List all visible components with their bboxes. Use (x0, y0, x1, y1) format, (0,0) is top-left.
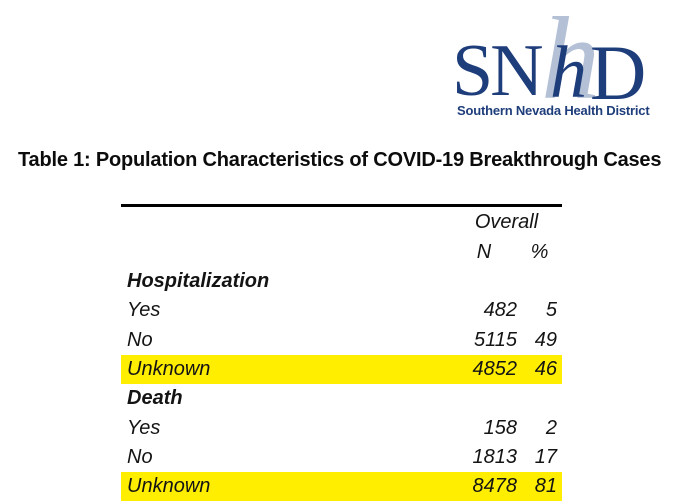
row-label: Unknown (127, 358, 211, 381)
cell-pct: 2 (545, 416, 557, 439)
col-header-n: N (476, 241, 492, 263)
logo-sn-letters: SN (452, 30, 544, 112)
row-label: Unknown (127, 475, 211, 498)
table-row: Hospitalization (121, 267, 562, 296)
cell-pct: 49 (534, 328, 557, 351)
logo-tagline: Southern Nevada Health District (457, 103, 650, 118)
table-row: No 1813 17 (121, 443, 562, 472)
cell-n: 158 (483, 416, 517, 439)
table-header: Overall N % (121, 206, 562, 268)
col-header-pct: % (530, 241, 549, 263)
cell-n: 4852 (472, 358, 518, 381)
table-row: No 5115 49 (121, 326, 562, 355)
table-row: Unknown 4852 46 (121, 354, 562, 385)
cell-pct: 17 (534, 445, 557, 468)
group-header-row: Overall (121, 206, 562, 239)
table-body: Hospitalization Yes 482 5 No 5115 49 Unknown 485… (121, 267, 562, 501)
cell-pct (517, 267, 562, 296)
row-label: No (127, 328, 153, 351)
row-label: Death (127, 387, 183, 410)
cell-pct (517, 384, 562, 413)
cell-pct: 81 (534, 475, 557, 498)
row-label: Hospitalization (127, 270, 270, 293)
row-label: Yes (127, 416, 161, 439)
breakthrough-cases-table: Overall N % Hospitalization Yes 482 5 No 5115… (121, 204, 562, 501)
cell-n: 482 (483, 299, 517, 322)
cell-pct: 5 (545, 299, 557, 322)
row-label: Yes (127, 299, 161, 322)
column-header-row: N % (121, 238, 562, 267)
overall-group-header: Overall (474, 211, 539, 233)
cell-n: 5115 (473, 328, 517, 351)
table-row: Yes 158 2 (121, 413, 562, 442)
snhd-logo: h SN h D Southern Nevada Health District (440, 0, 678, 135)
empty-header-cell (121, 238, 451, 267)
cell-n: 1813 (472, 445, 518, 468)
cell-n (451, 267, 517, 296)
cell-pct: 46 (534, 358, 557, 381)
logo-d-letter: D (590, 29, 647, 116)
cell-n (451, 384, 517, 413)
cell-n: 8478 (472, 475, 518, 498)
empty-header-cell (121, 206, 451, 239)
row-label: No (127, 445, 153, 468)
table-row: Unknown 8478 81 (121, 472, 562, 501)
table-title: Table 1: Population Characteristics of C… (18, 149, 662, 171)
logo-h-light-glyph: h (541, 0, 600, 124)
table-row: Death (121, 384, 562, 413)
logo-h-dark-glyph: h (550, 32, 587, 114)
table-row: Yes 482 5 (121, 296, 562, 325)
